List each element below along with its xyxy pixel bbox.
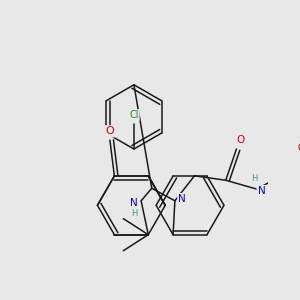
Text: N: N — [178, 194, 186, 204]
Text: H: H — [251, 174, 257, 183]
Text: N: N — [130, 198, 138, 208]
Text: N: N — [258, 186, 265, 196]
Text: Cl: Cl — [129, 110, 139, 120]
Text: H: H — [131, 209, 137, 218]
Text: O: O — [298, 143, 300, 153]
Text: O: O — [237, 135, 245, 145]
Text: O: O — [106, 126, 114, 136]
